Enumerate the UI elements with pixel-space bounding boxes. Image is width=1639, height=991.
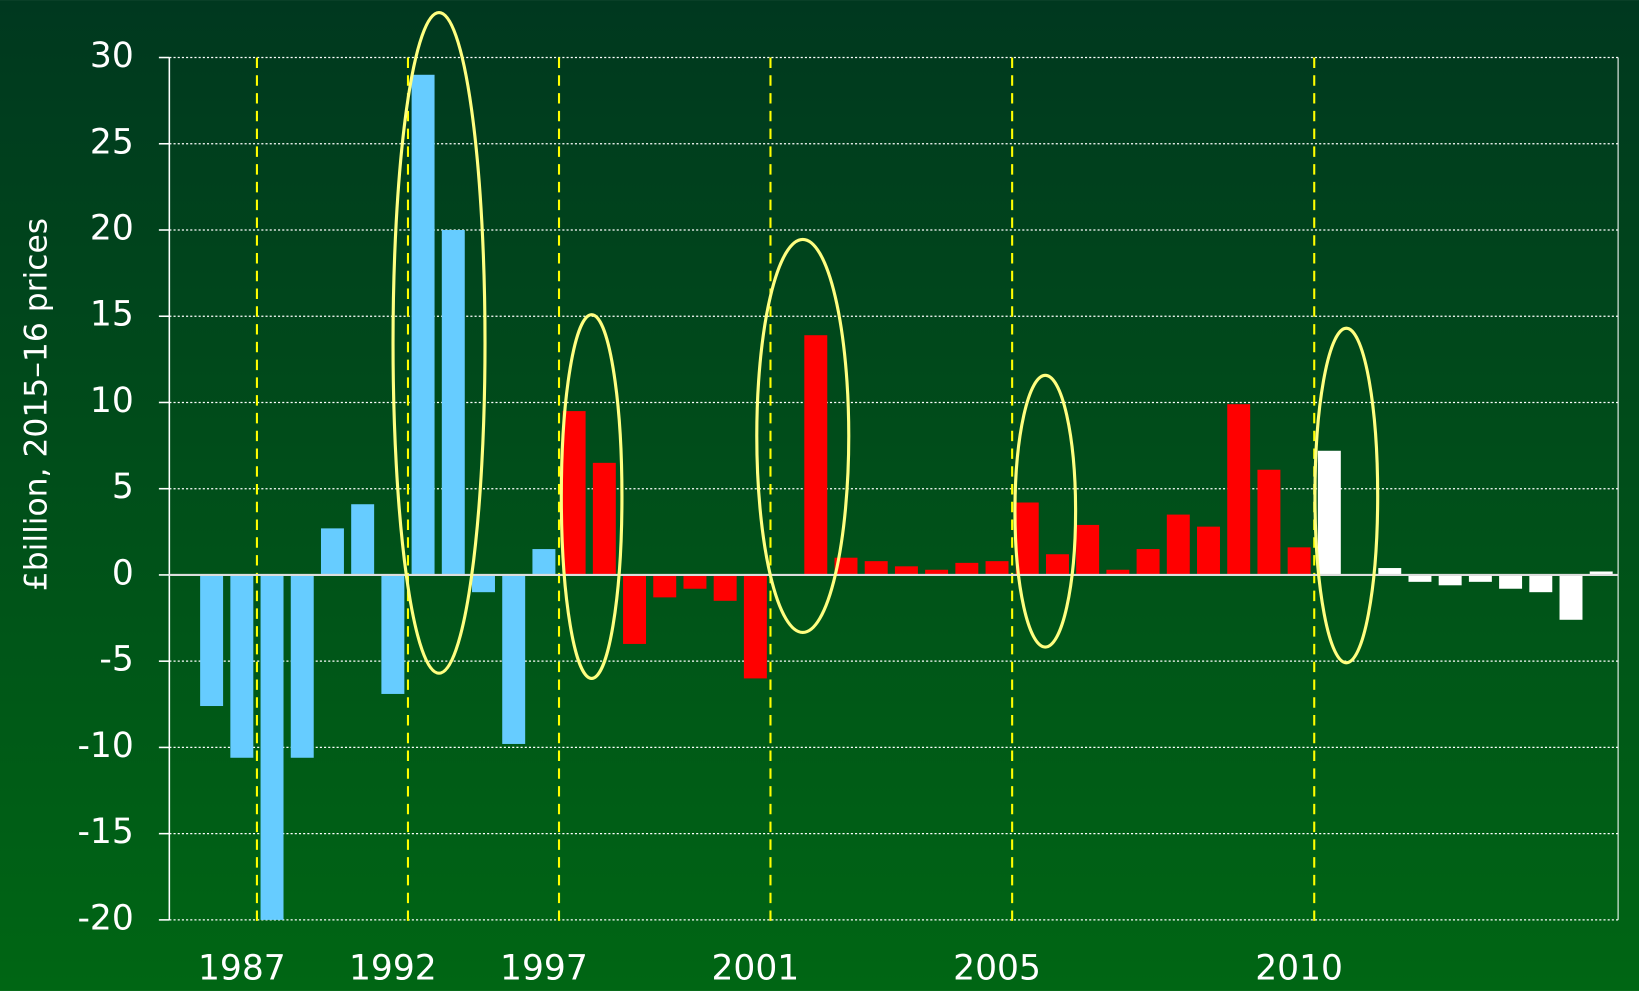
- bar: [1076, 524, 1100, 575]
- bar: [1287, 547, 1311, 575]
- bar: [1499, 574, 1523, 589]
- x-tick-label: 1987: [198, 949, 286, 989]
- x-tick-label: 2005: [953, 949, 1041, 989]
- y-tick-label: 5: [112, 467, 134, 507]
- bar: [592, 462, 616, 575]
- bar: [441, 229, 465, 575]
- highlight-ellipse: [755, 237, 851, 634]
- bar: [381, 574, 405, 694]
- bar: [411, 74, 435, 575]
- bar: [713, 574, 737, 601]
- bar: [1529, 574, 1553, 593]
- bar: [683, 574, 707, 589]
- y-tick-label: 30: [90, 36, 134, 76]
- bar: [1559, 574, 1583, 620]
- y-tick-label: -15: [77, 812, 133, 852]
- y-tick-label: 20: [90, 208, 134, 248]
- bar: [653, 574, 677, 598]
- bar: [1106, 569, 1130, 575]
- x-tick-label: 2001: [711, 949, 799, 989]
- bar: [1257, 469, 1281, 575]
- bar: [260, 574, 284, 920]
- bar: [472, 574, 495, 593]
- bar: [1227, 404, 1251, 575]
- bar: [834, 557, 858, 575]
- bar: [864, 561, 888, 575]
- highlight-ellipse: [1013, 373, 1078, 649]
- bar: [1378, 568, 1402, 575]
- bar: [290, 574, 314, 758]
- y-tick-label: -20: [77, 898, 133, 938]
- bar: [743, 574, 767, 679]
- bar: [1408, 574, 1432, 582]
- annotations: [391, 11, 1380, 680]
- bar: [1197, 526, 1220, 575]
- bar: [1045, 554, 1069, 575]
- y-tick-label: 25: [90, 122, 134, 162]
- bar: [925, 569, 949, 575]
- y-tick-label: 15: [90, 295, 134, 335]
- bar: [804, 335, 828, 575]
- highlight-ellipse: [559, 313, 624, 680]
- bar: [230, 574, 254, 758]
- bar: [1589, 571, 1613, 575]
- bar: [1438, 574, 1462, 586]
- bar: [351, 504, 375, 575]
- y-tick-label: -10: [77, 726, 133, 766]
- x-tick-label: 1997: [500, 949, 588, 989]
- x-tick-label: 1992: [349, 949, 437, 989]
- bar: [955, 562, 979, 575]
- bar: [894, 566, 918, 575]
- y-tick-label: 0: [112, 553, 134, 593]
- bar: [200, 574, 224, 707]
- bar: [1317, 450, 1341, 575]
- bar: [985, 561, 1009, 575]
- bar: [502, 574, 526, 744]
- bar: [320, 528, 344, 575]
- bar: [562, 411, 586, 575]
- highlight-ellipse: [391, 11, 487, 675]
- bar: [623, 574, 647, 644]
- y-tick-label: -5: [99, 640, 133, 680]
- y-axis-label: £billion, 2015–16 prices: [19, 218, 55, 591]
- bar: [1468, 574, 1492, 582]
- y-tick-label: 10: [90, 381, 134, 421]
- bar: [532, 549, 556, 575]
- bar: [1015, 502, 1039, 575]
- bar: [1166, 514, 1190, 575]
- highlight-ellipse: [1313, 326, 1380, 665]
- bar: [1136, 549, 1160, 575]
- x-tick-label: 2010: [1255, 949, 1343, 989]
